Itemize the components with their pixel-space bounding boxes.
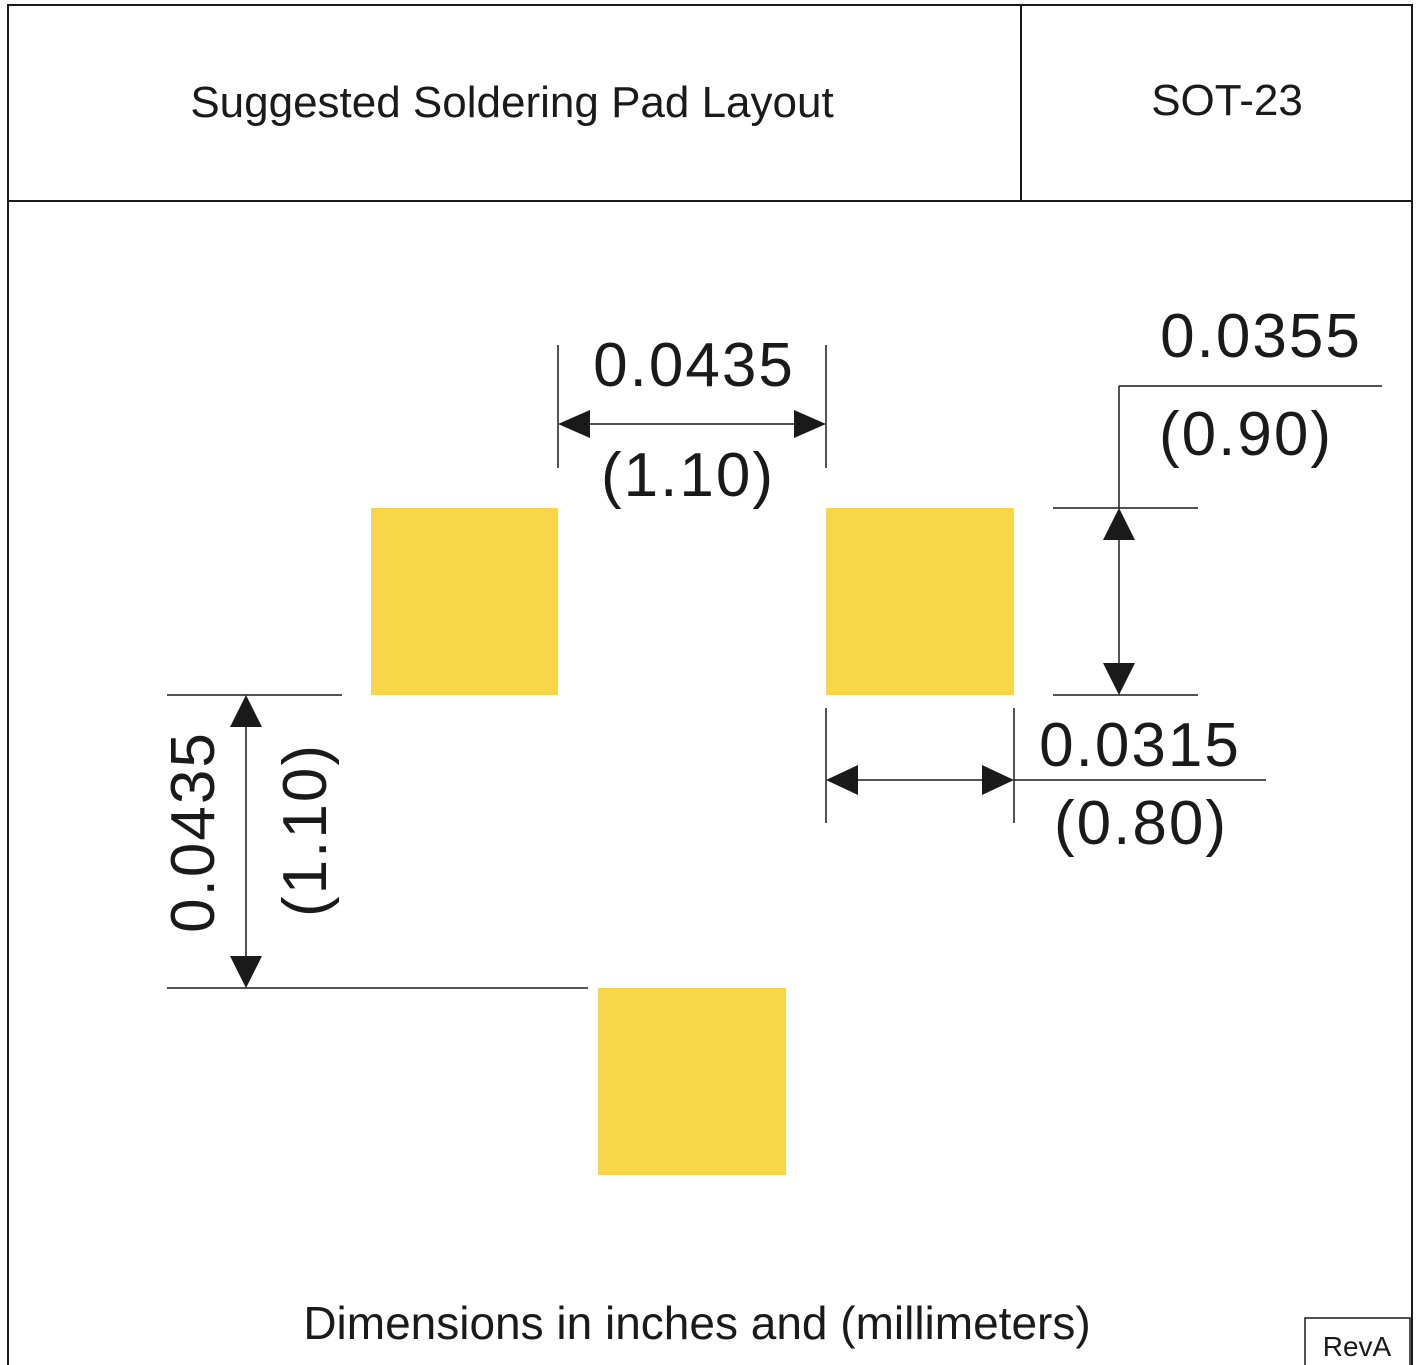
revision-label: RevA: [1323, 1331, 1392, 1362]
dimension-pad-width-inches: 0.0315: [1039, 711, 1241, 780]
dimension-pad-width-mm: (0.80): [1054, 789, 1228, 858]
page-title: Suggested Soldering Pad Layout: [190, 78, 833, 127]
dimension-pad-height-inches: 0.0355: [1160, 302, 1362, 371]
drawing-frame: [7, 4, 1413, 1365]
units-note: Dimensions in inches and (millimeters): [303, 1297, 1090, 1349]
dimension-pad-width: 0.0315 (0.80): [825, 708, 1266, 858]
revision-box: [1304, 1317, 1411, 1365]
dimension-pad-height: 0.0355 (0.90): [1053, 302, 1382, 696]
package-name: SOT-23: [1151, 76, 1303, 125]
dimension-top-spacing: 0.0435 (1.10): [557, 331, 827, 510]
dimension-vertical-spacing: 0.0435 (1.10): [159, 694, 588, 989]
pad-bottom: [598, 988, 786, 1175]
dimension-top-spacing-mm: (1.10): [601, 441, 775, 510]
pad-top-right: [826, 508, 1014, 695]
dimension-vertical-spacing-inches: 0.0435: [159, 731, 228, 933]
pad-top-left: [371, 508, 558, 695]
dimension-vertical-spacing-mm: (1.10): [271, 743, 340, 917]
dimension-pad-height-mm: (0.90): [1159, 400, 1333, 469]
dimension-top-spacing-inches: 0.0435: [593, 331, 795, 400]
